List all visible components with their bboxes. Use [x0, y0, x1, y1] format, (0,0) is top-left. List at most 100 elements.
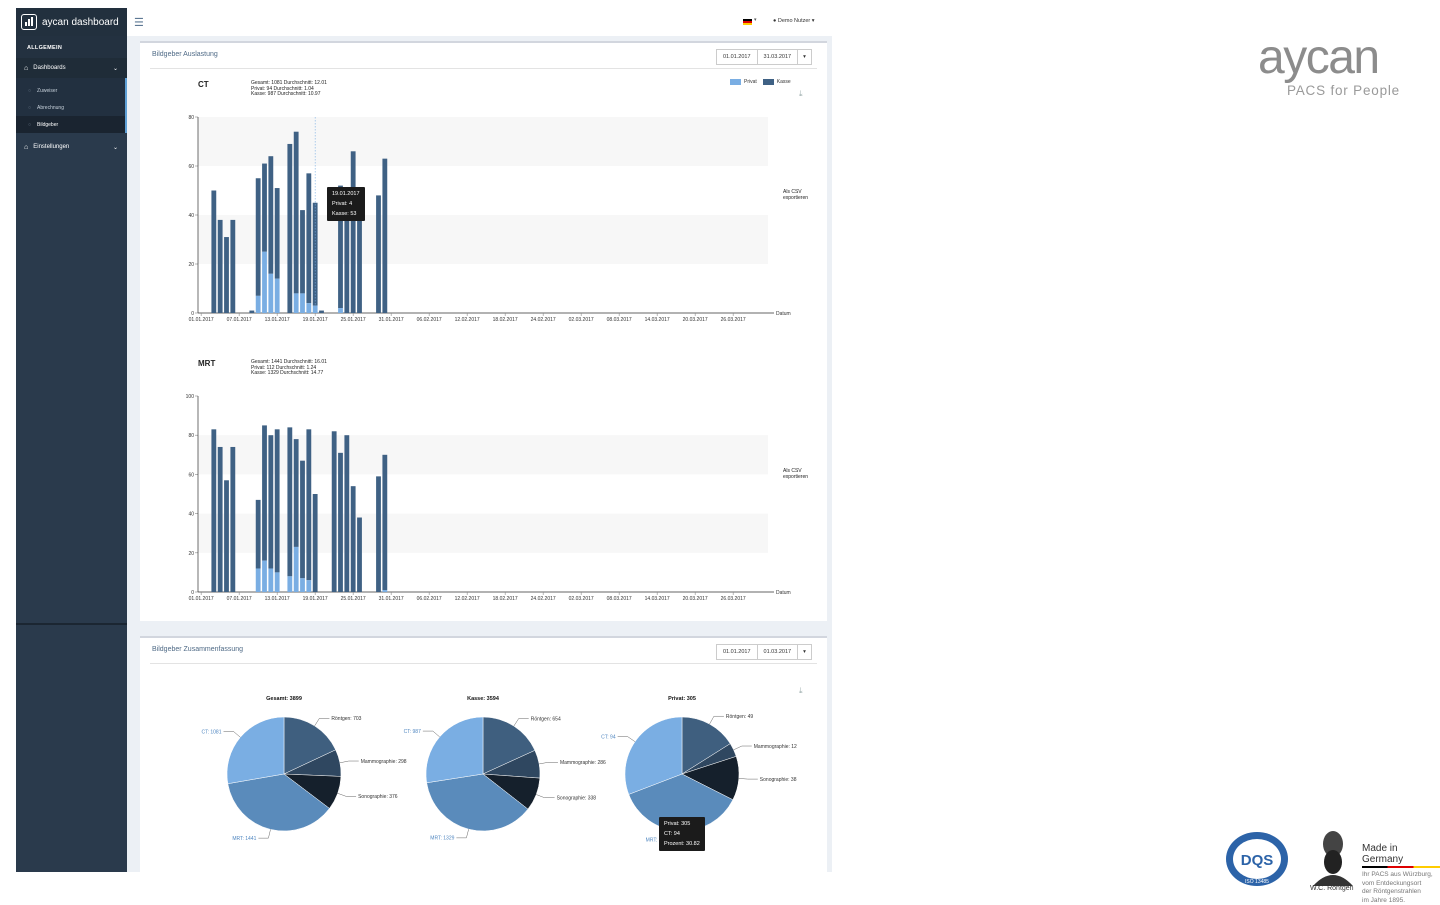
- pie-slice: [227, 717, 284, 784]
- y-tick-label: 40: [188, 512, 194, 518]
- bar-privat: [300, 578, 305, 592]
- pie-leader: [618, 737, 635, 742]
- x-tick-label: 08.03.2017: [607, 317, 632, 323]
- bar-kasse: [300, 210, 305, 293]
- circle-icon: ○: [28, 105, 31, 111]
- sidebar-item-dashboards[interactable]: ⌂ Dashboards ⌄: [16, 58, 127, 78]
- bar-privat: [268, 274, 273, 313]
- auslastung-box: Bildgeber Auslastung 01.01.2017 31.03.20…: [140, 41, 827, 621]
- caret-down-icon[interactable]: ▾: [754, 17, 757, 23]
- bar-privat: [338, 308, 343, 313]
- bar-privat: [275, 279, 280, 313]
- user-menu[interactable]: ● Demo Nutzer ▾: [773, 18, 815, 24]
- pie-label: Röntgen: 654: [531, 716, 561, 722]
- bar-kasse: [376, 195, 381, 313]
- x-tick-label: 02.03.2017: [569, 596, 594, 602]
- x-tick-label: 07.01.2017: [227, 596, 252, 602]
- brand-title: aycan dashboard: [42, 17, 119, 28]
- chevron-down-icon: ⌄: [113, 65, 118, 72]
- pie-leader: [224, 731, 241, 737]
- x-tick-label: 14.03.2017: [645, 317, 670, 323]
- sidebar-subitem-zuweiser[interactable]: ○ Zuweiser: [16, 82, 125, 99]
- date-range-picker[interactable]: 01.01.2017 31.03.2017 ▾: [716, 49, 812, 65]
- date-range-picker[interactable]: 01.01.2017 01.03.2017 ▾: [716, 644, 812, 660]
- bar-privat: [294, 547, 299, 592]
- date-from[interactable]: 01.01.2017: [717, 50, 758, 64]
- sidebar-section-header: ALLGEMEIN: [16, 36, 127, 58]
- chart-stats-ct: Gesamt: 1081 Durchschnitt: 12.01 Privat:…: [251, 81, 327, 98]
- divider: [16, 623, 127, 625]
- sidebar-item-einstellungen[interactable]: ⌂ Einstellungen ⌄: [16, 137, 127, 157]
- zusammenfassung-box: Bildgeber Zusammenfassung 01.01.2017 01.…: [140, 636, 827, 872]
- download-icon[interactable]: ⤓: [799, 89, 803, 99]
- date-to[interactable]: 31.03.2017: [758, 50, 799, 64]
- bar-kasse: [211, 191, 216, 314]
- bar-kasse: [287, 427, 292, 576]
- caret-down-icon[interactable]: ▾: [798, 50, 811, 64]
- caret-down-icon[interactable]: ▾: [798, 645, 811, 659]
- x-tick-label: 19.01.2017: [303, 596, 328, 602]
- bar-privat: [268, 568, 273, 592]
- chevron-down-icon: ⌄: [113, 144, 118, 151]
- x-tick-label: 20.03.2017: [683, 596, 708, 602]
- certification-seal-icon: DQS ISO 13485: [1224, 830, 1290, 888]
- pie-leader: [338, 793, 356, 796]
- date-from[interactable]: 01.01.2017: [717, 645, 758, 659]
- y-tick-label: 40: [188, 213, 194, 219]
- x-tick-label: 06.02.2017: [417, 317, 442, 323]
- bar-kasse: [306, 173, 311, 303]
- bar-privat: [294, 293, 299, 313]
- x-tick-label: 24.02.2017: [531, 596, 556, 602]
- x-tick-label: 12.02.2017: [455, 596, 480, 602]
- circle-icon: ○: [28, 88, 31, 94]
- bar-kasse: [256, 178, 261, 296]
- x-tick-label: 14.03.2017: [645, 596, 670, 602]
- sidebar-subitem-bildgeber[interactable]: ○Bildgeber: [16, 116, 125, 133]
- topbar: ☰ ▾ ● Demo Nutzer ▾: [127, 8, 832, 36]
- x-tick-label: 18.02.2017: [493, 596, 518, 602]
- bar-kasse: [357, 518, 362, 592]
- x-tick-label: 26.03.2017: [721, 596, 746, 602]
- menu-toggle-icon[interactable]: ☰: [134, 16, 144, 29]
- pie-label: CT: 94: [601, 734, 616, 740]
- bar-kasse: [256, 500, 261, 569]
- made-line: im Jahre 1895.: [1362, 897, 1440, 905]
- pie-leader: [423, 731, 440, 737]
- bar-kasse: [294, 439, 299, 547]
- bar-kasse: [382, 159, 387, 313]
- legend-swatch-privat: [730, 79, 741, 85]
- chart-stats-mrt: Gesamt: 1441 Durchschnitt: 16.01 Privat:…: [251, 360, 327, 377]
- bar-kasse: [224, 237, 229, 313]
- date-to[interactable]: 01.03.2017: [758, 645, 799, 659]
- divider: [150, 68, 817, 69]
- x-tick-label: 08.03.2017: [607, 596, 632, 602]
- bar-tooltip: 19.01.2017 Privat: 4 Kasse: 53: [327, 187, 365, 221]
- y-tick-label: 100: [186, 394, 195, 400]
- pie-label: CT: 987: [404, 729, 421, 735]
- logo-wordmark: aycan: [1258, 30, 1379, 85]
- pie-label: CT: 1081: [201, 729, 221, 735]
- y-tick-label: 80: [188, 433, 194, 439]
- pie-label: Sonographie: 376: [358, 794, 398, 800]
- bar-kasse: [306, 429, 311, 580]
- bar-kasse: [300, 461, 305, 579]
- dashboards-submenu: ○ Zuweiser ○Abrechnung ○Bildgeber: [16, 78, 127, 133]
- bar-kasse: [211, 429, 216, 592]
- box-title: Bildgeber Zusammenfassung: [152, 646, 243, 653]
- de-flag-icon[interactable]: [743, 19, 752, 25]
- x-tick-label: 19.01.2017: [303, 317, 328, 323]
- brand[interactable]: aycan dashboard: [16, 8, 127, 36]
- made-line: der Röntgenstrahlen: [1362, 888, 1440, 897]
- x-tick-label: 02.03.2017: [569, 317, 594, 323]
- home-icon: ⌂: [24, 65, 28, 72]
- x-tick-label: 12.02.2017: [455, 317, 480, 323]
- sidebar-subitem-abrechnung[interactable]: ○Abrechnung: [16, 99, 125, 116]
- bar-kasse: [230, 220, 235, 313]
- chart-legend: Privat Kasse: [724, 79, 791, 85]
- pie-tooltip: Privat: 305 CT: 94 Prozent: 30.82: [659, 817, 705, 851]
- tooltip-privat: Privat: 4: [332, 199, 360, 209]
- grid-band: [198, 215, 768, 264]
- pie-label: MRT: 1329: [430, 836, 454, 842]
- subitem-label: Zuweiser: [37, 88, 57, 94]
